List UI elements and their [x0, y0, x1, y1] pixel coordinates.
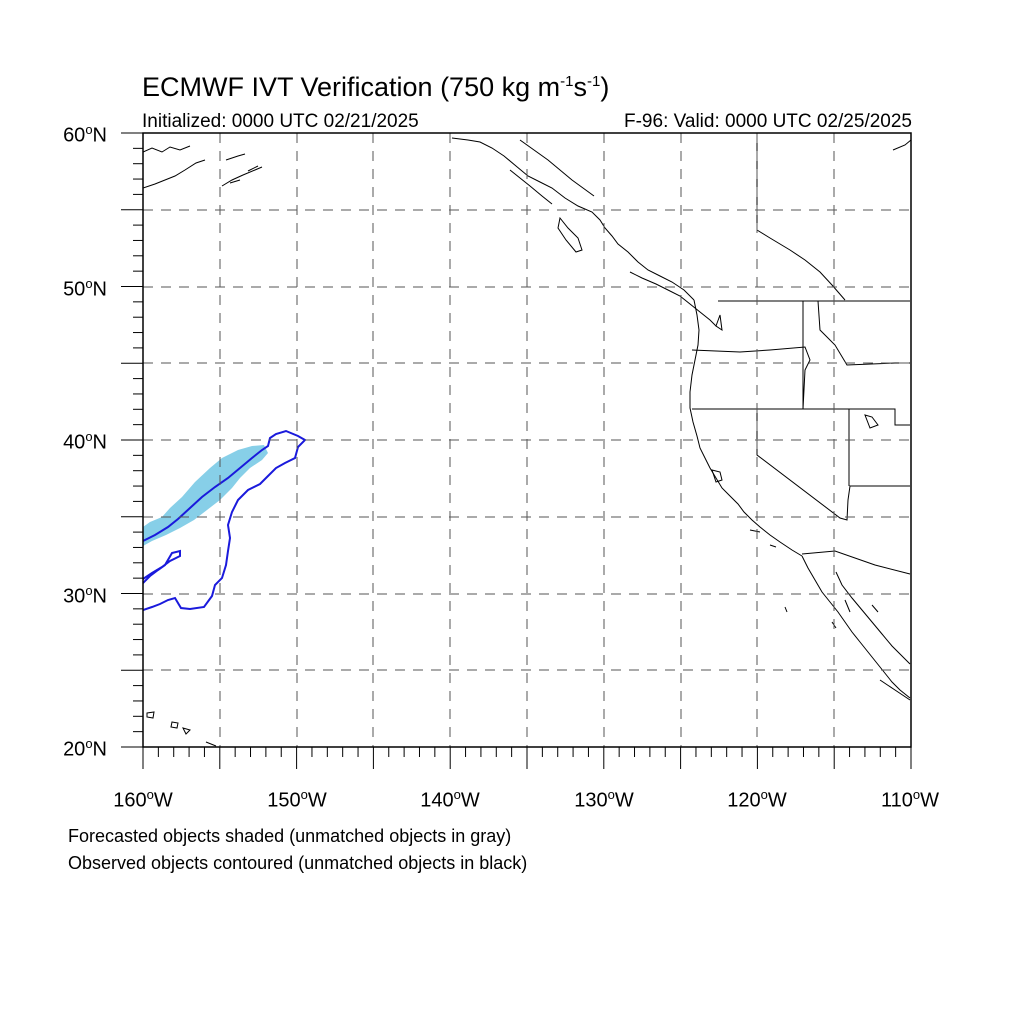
- chart-title: ECMWF IVT Verification (750 kg m-1s-1): [142, 72, 610, 102]
- observed-ivt-contours: [143, 429, 307, 611]
- lat-label-30n: 30oN: [63, 583, 107, 608]
- axis-ticks: [121, 132, 912, 769]
- lat-label-60n: 60oN: [63, 122, 107, 147]
- grid-lines: [143, 133, 911, 747]
- lon-label-120w: 120oW: [727, 787, 787, 812]
- lon-label-160w: 160oW: [113, 787, 173, 812]
- footnote-forecast: Forecasted objects shaded (unmatched obj…: [68, 826, 512, 846]
- lat-label-40n: 40oN: [63, 429, 107, 454]
- coastlines: [143, 133, 911, 747]
- lat-label-50n: 50oN: [63, 276, 107, 301]
- lon-label-130w: 130oW: [574, 787, 634, 812]
- footnote-observed: Observed objects contoured (unmatched ob…: [68, 853, 528, 873]
- lat-label-20n: 20oN: [63, 736, 107, 761]
- lon-label-150w: 150oW: [267, 787, 327, 812]
- lon-label-140w: 140oW: [420, 787, 480, 812]
- valid-time-label: F-96: Valid: 0000 UTC 02/25/2025: [624, 111, 912, 132]
- init-time-label: Initialized: 0000 UTC 02/21/2025: [142, 111, 419, 132]
- lon-label-110w: 110oW: [880, 787, 940, 812]
